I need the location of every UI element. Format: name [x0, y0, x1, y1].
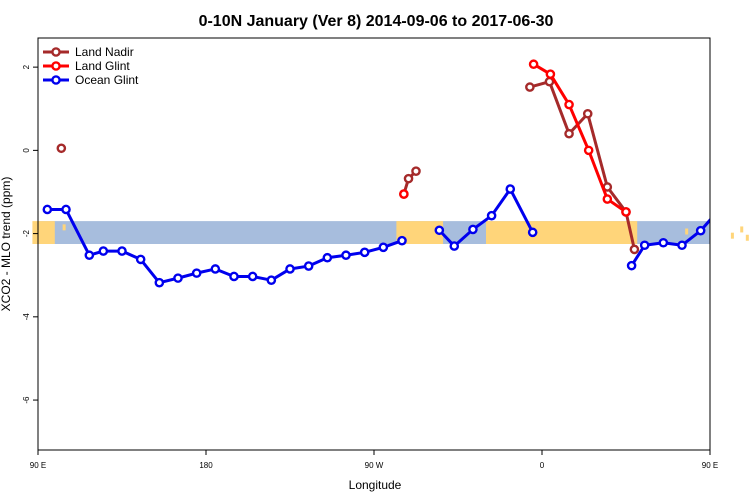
data-point [583, 145, 594, 156]
data-point [716, 206, 723, 213]
data-point [582, 108, 593, 119]
data-point [229, 271, 239, 282]
data-point [658, 237, 669, 248]
data-point [303, 261, 314, 271]
data-point [247, 271, 258, 282]
data-point [56, 143, 67, 154]
y-tick-label: -4 [22, 313, 31, 321]
y-tick-label: -2 [22, 229, 31, 237]
legend-label: Ocean Glint [75, 73, 139, 87]
data-point [191, 268, 202, 278]
legend-label: Land Nadir [75, 45, 134, 59]
data-point [505, 184, 516, 194]
data-point [61, 204, 71, 215]
data-point [399, 189, 409, 199]
series-line [532, 62, 627, 214]
data-point [285, 264, 295, 274]
data-point [734, 206, 741, 213]
data-point [210, 264, 221, 274]
x-tick-label: 90 E [702, 461, 718, 470]
x-tick-label: 180 [199, 461, 213, 470]
data-point [629, 244, 640, 255]
island-mark [685, 228, 689, 235]
series-land-glint [399, 59, 631, 217]
data-point [154, 277, 165, 288]
data-point [695, 225, 706, 236]
data-point [42, 204, 53, 215]
island-mark [745, 234, 749, 241]
legend-swatch-marker [51, 61, 61, 71]
x-tick-label: 90 E [30, 461, 46, 470]
background-band [32, 221, 749, 244]
axes: 90 E 180 90 W 0 90 E 2 0 -2 -4 -6 [22, 64, 718, 470]
data-point [397, 235, 407, 246]
data-point [117, 246, 127, 256]
y-tick-label: 2 [22, 64, 31, 69]
data-point [135, 254, 146, 265]
island-mark [62, 224, 66, 231]
land-patch [396, 221, 444, 244]
data-point [359, 247, 370, 258]
data-point [84, 250, 95, 261]
data-point [639, 240, 650, 251]
island-mark [740, 226, 744, 233]
data-point [564, 128, 574, 139]
data-point [434, 225, 445, 236]
plot-area [42, 59, 741, 288]
y-tick-label: 0 [22, 148, 31, 153]
data-point [602, 194, 613, 204]
data-point [411, 166, 421, 176]
data-point [341, 250, 351, 261]
island-mark [730, 232, 734, 239]
y-tick-label: -6 [22, 396, 31, 404]
legend-label: Land Glint [75, 59, 130, 73]
series-line [47, 207, 403, 285]
data-point [266, 275, 277, 286]
legend-swatch-marker [51, 75, 61, 85]
series-ocean-glint [42, 184, 741, 288]
data-point [322, 252, 333, 263]
legend-swatch-marker [51, 47, 61, 57]
x-tick-label: 90 W [365, 461, 384, 470]
data-point [677, 240, 687, 251]
chart-title: 0-10N January (Ver 8) 2014-09-06 to 2017… [199, 13, 554, 30]
data-point [626, 260, 637, 271]
x-axis-label: Longitude [349, 478, 402, 492]
data-point [98, 246, 109, 256]
data-point [173, 273, 183, 283]
data-point [527, 227, 538, 238]
data-point [621, 207, 631, 217]
island-mark [48, 230, 52, 237]
data-point [403, 173, 414, 184]
data-point [525, 82, 535, 92]
plot-frame [37, 37, 711, 451]
data-point [468, 224, 478, 235]
data-point [564, 99, 574, 110]
data-point [378, 242, 389, 253]
data-point [528, 59, 539, 70]
data-point [449, 241, 460, 251]
data-point [486, 210, 497, 221]
land-patch [486, 221, 638, 244]
y-axis-label: XCO2 - MLO trend (ppm) [0, 177, 13, 312]
data-point [545, 69, 556, 80]
x-tick-label: 0 [540, 461, 545, 470]
